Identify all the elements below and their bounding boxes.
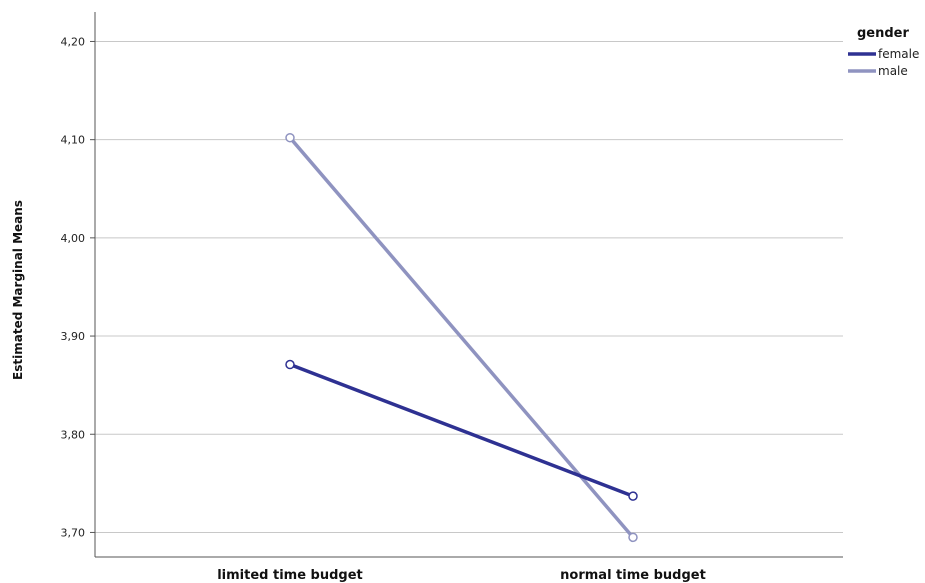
legend-label-female: female (878, 47, 919, 61)
data-point-male (628, 532, 638, 543)
y-axis-title: Estimated Marginal Means (11, 200, 25, 380)
y-tick-label: 4,20 (61, 35, 86, 48)
x-tick-label: normal time budget (560, 568, 706, 583)
y-tick-label: 4,00 (61, 232, 86, 245)
data-point-female (628, 491, 638, 501)
legend-label-male: male (878, 64, 908, 78)
y-tick-label: 4,10 (61, 134, 86, 147)
series-line-male (288, 135, 635, 540)
y-tick-label: 3,70 (61, 526, 86, 539)
gridlines (95, 40, 843, 533)
legend: gender female male (848, 26, 919, 78)
y-tick-labels: 3,70 3,80 3,90 4,00 4,10 4,20 (61, 35, 95, 539)
y-tick-label: 3,80 (61, 428, 86, 441)
y-tick-label: 3,90 (61, 330, 86, 343)
data-point-male (285, 132, 295, 143)
x-tick-labels: limited time budget normal time budget (217, 568, 706, 583)
data-point-female (285, 359, 295, 370)
legend-title: gender (857, 26, 910, 41)
series-group (285, 132, 638, 543)
series-line-female (288, 362, 635, 498)
x-tick-label: limited time budget (217, 568, 363, 583)
